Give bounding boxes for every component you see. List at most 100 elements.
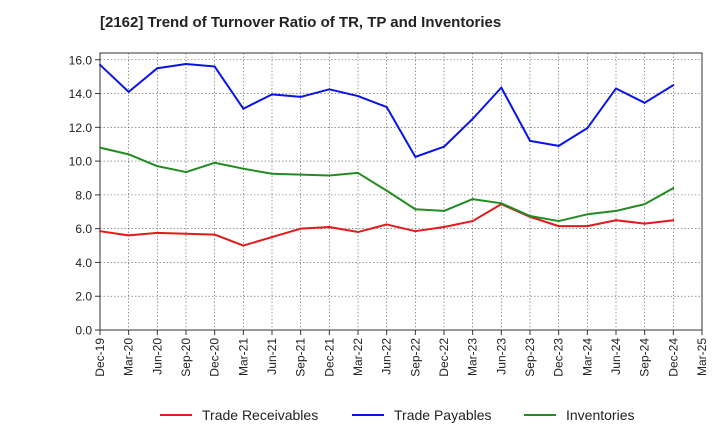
x-tick-label: Sep-22 (408, 338, 422, 377)
x-tick-label: Dec-24 (666, 338, 680, 377)
data-point-trade-receivables (471, 220, 474, 223)
legend-swatch-trade-receivables (160, 414, 192, 416)
data-point-inventories (557, 220, 560, 223)
x-tick-label: Dec-19 (93, 338, 107, 377)
data-point-trade-receivables (328, 225, 331, 228)
data-point-trade-payables (271, 93, 273, 96)
x-tick-label: Jun-23 (494, 338, 508, 375)
x-tick-label: Jun-21 (265, 338, 279, 375)
data-point-inventories (271, 172, 273, 175)
legend-item-trade-payables: Trade Payables (352, 404, 492, 426)
data-point-trade-receivables (414, 230, 417, 233)
data-point-trade-receivables (385, 223, 388, 226)
data-point-trade-receivables (127, 234, 130, 237)
data-point-trade-payables (586, 127, 589, 130)
x-tick-label: Dec-20 (208, 338, 222, 377)
data-point-trade-payables (99, 63, 101, 66)
data-point-inventories (185, 171, 187, 174)
data-point-trade-payables (443, 145, 445, 148)
data-point-trade-receivables (643, 222, 646, 225)
data-point-inventories (615, 209, 617, 212)
data-point-inventories (471, 198, 474, 201)
data-point-inventories (156, 165, 159, 168)
y-tick-label: 6.0 (75, 222, 92, 236)
data-point-trade-receivables (213, 233, 216, 236)
x-tick-label: Mar-21 (236, 338, 250, 376)
legend-label-trade-receivables: Trade Receivables (202, 407, 319, 423)
x-tick-label: Dec-21 (322, 338, 336, 377)
x-tick-label: Mar-22 (351, 338, 365, 376)
data-point-inventories (127, 153, 130, 156)
x-tick-label: Jun-24 (609, 338, 623, 375)
x-tick-label: Mar-23 (466, 338, 480, 376)
data-point-trade-payables (414, 155, 417, 158)
data-point-trade-payables (357, 95, 359, 98)
data-point-trade-payables (615, 87, 617, 90)
x-tick-label: Jun-20 (150, 338, 164, 375)
legend-swatch-inventories (524, 414, 556, 416)
data-point-inventories (385, 189, 388, 192)
data-point-trade-payables (156, 67, 159, 70)
y-tick-label: 12.0 (69, 121, 93, 135)
data-point-trade-receivables (242, 244, 245, 247)
data-point-trade-payables (242, 107, 245, 110)
data-point-inventories (643, 203, 646, 206)
y-tick-label: 2.0 (75, 290, 92, 304)
x-tick-label: Mar-20 (122, 338, 136, 376)
x-tick-label: Dec-22 (437, 338, 451, 377)
data-point-inventories (443, 209, 445, 212)
data-point-trade-payables (672, 84, 675, 87)
legend: Trade Receivables Trade Payables Invento… (0, 404, 720, 426)
data-point-trade-receivables (586, 225, 589, 228)
grid (99, 53, 703, 331)
data-point-trade-receivables (672, 219, 675, 222)
data-point-trade-payables (127, 90, 130, 93)
data-point-trade-payables (213, 65, 216, 68)
data-point-inventories (672, 187, 675, 190)
data-point-trade-payables (185, 62, 187, 65)
data-point-inventories (99, 146, 101, 149)
data-point-inventories (586, 213, 589, 216)
chart-title: [2162] Trend of Turnover Ratio of TR, TP… (100, 14, 502, 31)
data-point-trade-receivables (156, 231, 159, 234)
y-tick-label: 10.0 (69, 155, 93, 169)
data-point-inventories (242, 167, 245, 170)
x-tick-label: Sep-20 (179, 338, 193, 377)
y-tick-label: 14.0 (69, 87, 93, 101)
data-point-trade-payables (385, 106, 388, 109)
data-point-inventories (328, 174, 331, 177)
x-tick-label: Sep-24 (638, 338, 652, 377)
data-point-trade-payables (299, 95, 302, 98)
x-tick-label: Mar-25 (695, 338, 709, 376)
y-tick-label: 8.0 (75, 188, 92, 202)
y-tick-label: 0.0 (75, 324, 92, 338)
plot-frame (99, 52, 703, 331)
data-point-inventories (414, 208, 417, 211)
x-tick-label: Sep-21 (294, 338, 308, 377)
series-lines (99, 62, 675, 247)
data-point-trade-payables (500, 86, 503, 89)
data-point-trade-payables (557, 144, 560, 147)
legend-item-trade-receivables: Trade Receivables (160, 404, 318, 426)
data-point-trade-receivables (185, 232, 187, 235)
y-tick-label: 4.0 (75, 256, 92, 270)
legend-label-trade-payables: Trade Payables (394, 407, 492, 423)
data-point-inventories (500, 202, 503, 205)
legend-label-inventories: Inventories (566, 407, 635, 423)
axes: 0.0 2.0 4.0 6.0 8.0 10.0 12.0 14.0 16.0 Dec-19 Mar… (69, 52, 709, 377)
legend-swatch-trade-payables (352, 414, 384, 416)
data-point-trade-payables (328, 88, 331, 91)
data-point-trade-receivables (299, 227, 302, 230)
x-tick-label: Sep-23 (523, 338, 537, 377)
data-point-trade-payables (529, 139, 531, 142)
data-point-trade-receivables (615, 219, 617, 222)
data-point-trade-payables (643, 101, 646, 104)
data-point-inventories (213, 161, 216, 164)
data-point-trade-receivables (443, 225, 445, 228)
data-point-trade-receivables (99, 230, 101, 233)
data-point-inventories (357, 171, 359, 174)
line-chart: 0.0 2.0 4.0 6.0 8.0 10.0 12.0 14.0 16.0 Dec-19 Mar… (69, 52, 709, 377)
x-tick-label: Dec-23 (552, 338, 566, 377)
x-tick-label: Mar-24 (580, 338, 594, 376)
data-point-trade-receivables (357, 231, 359, 234)
